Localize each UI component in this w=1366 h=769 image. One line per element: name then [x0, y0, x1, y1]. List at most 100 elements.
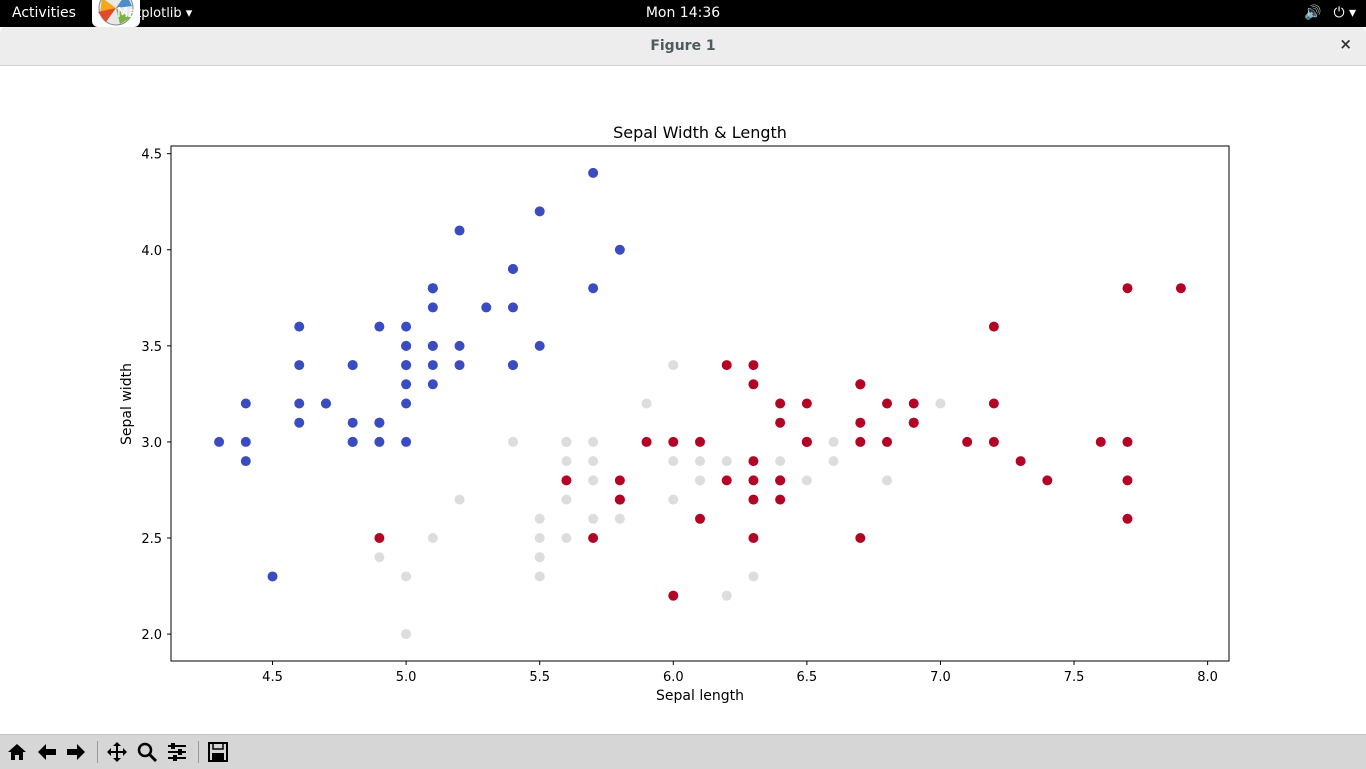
volume-icon[interactable]: 🔊 [1304, 5, 1322, 21]
scatter-point-series-0 [347, 417, 358, 428]
scatter-point-series-1 [641, 398, 652, 409]
scatter-point-series-1 [401, 571, 412, 582]
scatter-point-series-0 [427, 340, 438, 351]
scatter-point-series-2 [775, 494, 786, 505]
scatter-point-series-0 [401, 340, 412, 351]
scatter-point-series-2 [668, 436, 679, 447]
x-tick-label: 5.0 [396, 670, 417, 685]
x-tick-label: 6.0 [663, 670, 684, 685]
x-tick-label: 8.0 [1197, 670, 1218, 685]
scatter-point-series-2 [748, 494, 759, 505]
figure-canvas[interactable]: Sepal Width & Length 4.5 5.0 5.5 6.0 6.5 7.0 7… [0, 66, 1366, 734]
scatter-point-series-0 [240, 398, 251, 409]
save-icon[interactable] [205, 739, 231, 765]
close-icon[interactable]: × [1339, 35, 1352, 53]
scatter-point-series-2 [801, 436, 812, 447]
scatter-point-series-0 [347, 360, 358, 371]
app-menu[interactable]: Matplotlib ▾ [117, 6, 193, 21]
scatter-point-series-0 [267, 571, 278, 582]
scatter-point-series-1 [775, 456, 786, 467]
scatter-point-series-0 [481, 302, 492, 313]
scatter-point-series-2 [882, 436, 893, 447]
matplotlib-app-icon[interactable] [92, 0, 140, 27]
scatter-point-series-2 [855, 436, 866, 447]
scatter-point-series-0 [427, 283, 438, 294]
scatter-point-series-0 [294, 398, 305, 409]
figure-toolbar [0, 734, 1366, 769]
window-title: Figure 1 [650, 38, 716, 54]
scatter-plot: Sepal Width & Length 4.5 5.0 5.5 6.0 6.5 7.0 7… [119, 123, 1230, 704]
scatter-point-series-2 [988, 436, 999, 447]
scatter-point-series-0 [401, 360, 412, 371]
scatter-point-series-1 [721, 590, 732, 601]
scatter-point-series-1 [561, 436, 572, 447]
activities-button[interactable]: Activities [12, 5, 76, 21]
scatter-point-series-0 [534, 340, 545, 351]
scatter-point-series-0 [374, 417, 385, 428]
scatter-point-series-1 [427, 533, 438, 544]
scatter-point-series-2 [882, 398, 893, 409]
top-bar: Activities Matplotlib ▾ Mon 14:36 🔊 ⏻ ▾ [0, 0, 1366, 27]
scatter-point-series-1 [668, 456, 679, 467]
scatter-point-series-1 [748, 571, 759, 582]
scatter-point-series-2 [1122, 513, 1133, 524]
power-icon[interactable]: ⏻ ▾ [1333, 5, 1356, 21]
scatter-point-series-1 [454, 494, 465, 505]
clock[interactable]: Mon 14:36 [645, 5, 721, 21]
scatter-point-series-1 [588, 513, 599, 524]
scatter-point-series-2 [721, 360, 732, 371]
scatter-point-series-1 [668, 494, 679, 505]
scatter-point-series-2 [855, 379, 866, 390]
scatter-point-series-0 [240, 456, 251, 467]
subplots-icon[interactable] [164, 739, 190, 765]
scatter-point-series-1 [828, 436, 839, 447]
scatter-point-series-0 [454, 340, 465, 351]
scatter-point-series-1 [882, 475, 893, 486]
scatter-point-series-1 [801, 475, 812, 486]
scatter-point-series-0 [347, 436, 358, 447]
zoom-icon[interactable] [134, 739, 160, 765]
pan-icon[interactable] [104, 739, 130, 765]
scatter-point-series-2 [561, 475, 572, 486]
scatter-point-series-2 [1122, 283, 1133, 294]
scatter-point-series-0 [454, 360, 465, 371]
scatter-point-series-0 [507, 263, 518, 274]
scatter-point-series-1 [588, 436, 599, 447]
x-tick-label: 6.5 [797, 670, 818, 685]
scatter-point-series-1 [401, 629, 412, 640]
scatter-point-series-2 [988, 398, 999, 409]
scatter-point-series-1 [614, 513, 625, 524]
forward-arrow-icon[interactable] [63, 739, 89, 765]
scatter-point-series-1 [668, 360, 679, 371]
toolbar-separator [97, 741, 98, 763]
scatter-point-series-0 [507, 360, 518, 371]
toolbar-separator [198, 741, 199, 763]
scatter-point-series-1 [935, 398, 946, 409]
scatter-point-series-1 [534, 552, 545, 563]
scatter-point-series-0 [294, 321, 305, 332]
y-tick-label: 2.0 [141, 628, 162, 643]
scatter-point-series-1 [561, 533, 572, 544]
scatter-point-series-0 [427, 379, 438, 390]
scatter-point-series-2 [855, 417, 866, 428]
home-icon[interactable] [4, 739, 30, 765]
scatter-point-series-2 [614, 494, 625, 505]
scatter-point-series-0 [454, 225, 465, 236]
scatter-point-series-2 [1175, 283, 1186, 294]
scatter-point-series-1 [374, 552, 385, 563]
chart-title: Sepal Width & Length [613, 123, 787, 142]
y-tick-label: 3.0 [141, 436, 162, 451]
scatter-point-series-2 [641, 436, 652, 447]
scatter-point-series-1 [828, 456, 839, 467]
scatter-point-series-0 [401, 398, 412, 409]
scatter-point-series-2 [962, 436, 973, 447]
scatter-point-series-0 [507, 302, 518, 313]
scatter-point-series-2 [721, 475, 732, 486]
scatter-point-series-0 [214, 436, 225, 447]
back-arrow-icon[interactable] [34, 739, 60, 765]
scatter-point-series-2 [614, 475, 625, 486]
scatter-point-series-0 [427, 302, 438, 313]
scatter-point-series-1 [721, 456, 732, 467]
scatter-point-series-2 [748, 379, 759, 390]
scatter-point-series-1 [695, 475, 705, 486]
